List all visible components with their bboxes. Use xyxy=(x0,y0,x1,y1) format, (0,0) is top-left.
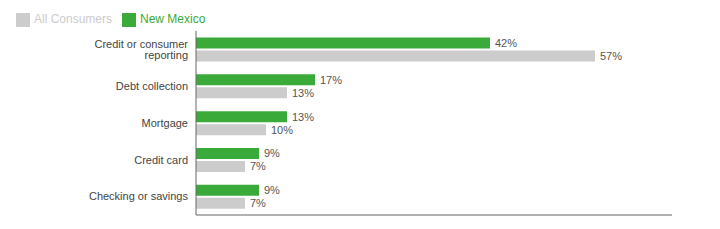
svg-text:57%: 57% xyxy=(600,50,622,62)
svg-text:9%: 9% xyxy=(264,184,280,196)
svg-text:10%: 10% xyxy=(271,124,293,136)
svg-text:13%: 13% xyxy=(292,87,314,99)
svg-text:13%: 13% xyxy=(292,111,314,123)
svg-text:Mortgage: Mortgage xyxy=(142,117,188,129)
svg-text:Debt collection: Debt collection xyxy=(116,80,188,92)
svg-text:17%: 17% xyxy=(320,74,342,86)
svg-text:42%: 42% xyxy=(495,37,517,49)
svg-text:Credit or consumerreporting: Credit or consumerreporting xyxy=(94,38,188,61)
html-text:All Consumers: All Consumers xyxy=(34,12,112,26)
svg-text:Credit card: Credit card xyxy=(134,154,188,166)
svg-text:7%: 7% xyxy=(250,160,266,172)
svg-text:Checking or savings: Checking or savings xyxy=(89,190,189,202)
svg-text:7%: 7% xyxy=(250,197,266,209)
svg-text:9%: 9% xyxy=(264,147,280,159)
html-text:New Mexico: New Mexico xyxy=(140,12,206,26)
